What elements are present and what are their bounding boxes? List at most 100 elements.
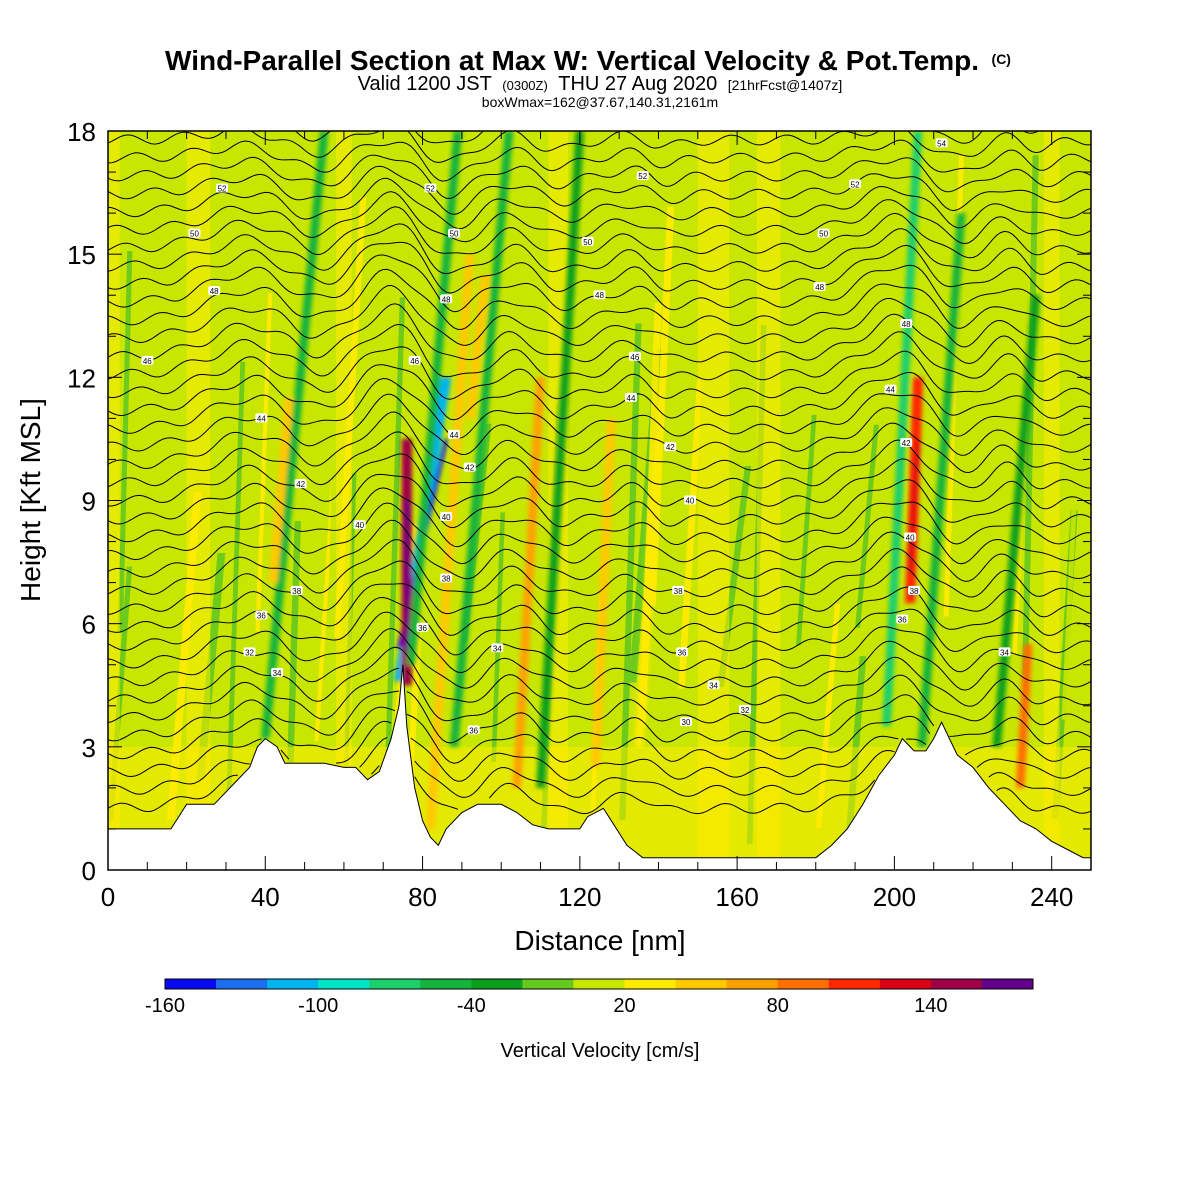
- theta-label-text: 36: [469, 726, 478, 735]
- theta-label-text: 36: [678, 648, 687, 657]
- theta-label-text: 48: [595, 291, 604, 300]
- x-axis: 0 40 80 120 160 200 240: [101, 131, 1092, 912]
- theta-label-bg: [676, 647, 689, 657]
- theta-label-text: 34: [709, 681, 718, 690]
- x-axis-label: Distance [nm]: [514, 925, 685, 956]
- colorbar-swatch: [981, 979, 1034, 989]
- theta-contours: [108, 131, 1091, 815]
- theta-label-bg: [817, 228, 830, 238]
- theta-label-bg: [593, 290, 606, 300]
- theta-label-text: 34: [493, 644, 502, 653]
- chart-title-mark: (C): [992, 51, 1011, 67]
- theta-label-text: 50: [819, 230, 828, 239]
- theta-label: 50: [448, 228, 461, 239]
- theta-label-text: 46: [630, 353, 639, 362]
- theta-label: 48: [900, 318, 913, 329]
- colorbar-swatch: [624, 979, 677, 989]
- y-tick-label: 6: [82, 610, 96, 640]
- theta-label: 36: [416, 622, 429, 633]
- theta-contour: [108, 453, 1091, 510]
- theta-label-bg: [896, 614, 909, 624]
- theta-contour: [108, 191, 1091, 245]
- y-tick-label: 12: [67, 363, 96, 393]
- theta-label-text: 32: [245, 648, 254, 657]
- theta-label-text: 44: [257, 414, 266, 423]
- theta-label: 44: [255, 413, 268, 423]
- theta-label-bg: [243, 647, 256, 657]
- theta-label: 52: [216, 183, 229, 193]
- y-axis-label: Height [Kft MSL]: [15, 398, 46, 602]
- velocity-band: [512, 377, 545, 788]
- subtitle-valid: Valid 1200 JST: [358, 73, 492, 95]
- theta-label: 34: [998, 647, 1011, 657]
- velocity-band: [591, 418, 616, 768]
- theta-contour: [108, 667, 1091, 726]
- theta-label: 44: [448, 429, 461, 440]
- theta-contour: [108, 377, 1091, 439]
- theta-label-text: 52: [426, 184, 435, 193]
- theta-label-bg: [188, 228, 201, 238]
- velocity-stripe: [294, 443, 327, 770]
- colorbar-frame: [164, 978, 1034, 990]
- theta-label-bg: [467, 725, 480, 735]
- chart-title-main: Wind-Parallel Section at Max W: Vertical…: [165, 45, 979, 76]
- theta-label-text: 52: [218, 184, 227, 193]
- theta-label-bg: [448, 429, 461, 439]
- theta-label-text: 40: [442, 513, 451, 522]
- theta-label-text: 36: [257, 611, 266, 620]
- colorbar-tick-label: 140: [914, 995, 947, 1017]
- theta-label: 40: [440, 511, 453, 522]
- theta-contour: [108, 393, 1091, 456]
- theta-label: 54: [935, 138, 948, 148]
- theta-label-bg: [738, 704, 751, 714]
- theta-contour: [108, 223, 1091, 275]
- theta-label-bg: [408, 355, 421, 365]
- colorbar: -160 -100 -40 20 80 140: [145, 978, 1034, 1017]
- theta-contour: [108, 583, 1091, 636]
- colorbar-swatch: [828, 979, 881, 989]
- velocity-band: [449, 131, 514, 747]
- velocity-band-core: [404, 500, 409, 653]
- theta-label: 42: [463, 462, 476, 473]
- theta-label-bg: [208, 286, 221, 296]
- theta-label: 36: [896, 614, 909, 625]
- theta-label-bg: [904, 532, 917, 542]
- colorbar-tick-label: -100: [298, 995, 338, 1017]
- theta-label-bg: [448, 228, 461, 238]
- theta-label: 38: [908, 585, 921, 596]
- theta-label-bg: [998, 647, 1011, 657]
- theta-contour-labels: 52 50 48 46 44 42 40 38 36 32 34 52 50 48 46 44 42 40 38 36…: [141, 138, 1011, 735]
- velocity-stripe: [491, 512, 506, 762]
- theta-label: 36: [676, 647, 689, 657]
- theta-label-bg: [636, 171, 649, 181]
- theta-label: 42: [900, 438, 913, 448]
- theta-label: 50: [188, 228, 201, 239]
- theta-label-bg: [416, 622, 429, 632]
- theta-label-bg: [255, 413, 268, 423]
- colorbar-swatch: [420, 979, 472, 989]
- colorbar-swatch: [471, 979, 523, 989]
- theta-label-bg: [440, 511, 453, 521]
- colorbar-swatch: [267, 979, 319, 989]
- theta-label-text: 38: [674, 587, 683, 596]
- theta-label-bg: [581, 236, 594, 246]
- terrain-mask: [108, 664, 1091, 870]
- theta-label: 44: [624, 392, 637, 403]
- colorbar-swatch: [777, 979, 830, 989]
- subtitle-utc: (0300Z): [502, 78, 548, 93]
- theta-label: 42: [664, 442, 677, 452]
- theta-label-text: 30: [682, 718, 691, 727]
- theta-label-text: 36: [898, 616, 907, 625]
- theta-contour: [108, 487, 1091, 548]
- theta-contour: [108, 560, 1091, 618]
- theta-label-text: 42: [666, 443, 675, 452]
- theta-label-text: 38: [910, 587, 919, 596]
- velocity-stripe: [855, 424, 879, 628]
- theta-label-bg: [900, 318, 913, 328]
- chart-subtitle-box-wmax: boxWmax=162@37.67,140.31,2161m: [482, 94, 718, 110]
- theta-contour: [108, 177, 1091, 230]
- colorbar-tick-label: 80: [767, 995, 789, 1017]
- x-tick-label: 160: [715, 882, 758, 912]
